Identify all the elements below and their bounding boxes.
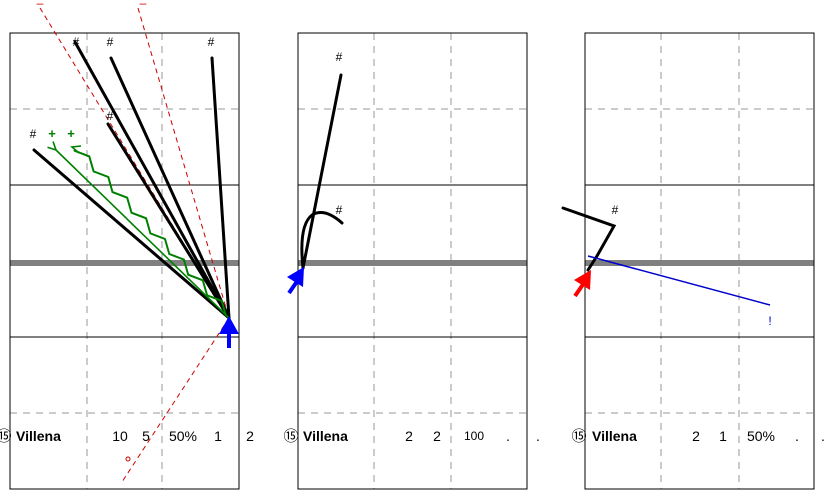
panel-3-value-2: 1 xyxy=(719,428,727,444)
panel-1-stats-row: ⑮ Villena 10 5 50% 1 2 xyxy=(0,428,254,445)
panel-2-team-name: Villena xyxy=(303,428,348,444)
panel-3-team-name: Villena xyxy=(592,428,637,444)
panel-1-mark-4: # xyxy=(107,109,114,123)
panel-1-mark-1: # xyxy=(73,35,80,49)
panel-3-value-3: 50% xyxy=(747,428,775,444)
panel-2-stats-row: ⑮ Villena 2 2 100 . . xyxy=(283,428,539,445)
panel-1-blue-arrow xyxy=(219,316,239,348)
panel-2-frame xyxy=(297,32,528,490)
panel-1-green-mark-1: + xyxy=(48,126,56,141)
panel-2-value-5: . xyxy=(536,428,540,444)
panel-3-value-4: . xyxy=(795,428,799,444)
panel-3-play-line xyxy=(561,206,617,272)
panel-1-green-zigzag-arrow xyxy=(73,149,227,317)
panel-2-mark-1: # xyxy=(336,50,343,64)
panel-1-value-2: 5 xyxy=(142,428,150,444)
panel-1-value-5: 2 xyxy=(246,428,254,444)
panel-3-blue-mark: ! xyxy=(768,314,771,328)
panel-1-value-3: 50% xyxy=(169,428,197,444)
panel-2-value-4: . xyxy=(506,428,510,444)
panel-3-blue-line xyxy=(587,255,771,306)
panel-2-value-2: 2 xyxy=(433,428,441,444)
panel-1-circled-number: ⑮ xyxy=(0,428,12,445)
panel-1-mark-2: # xyxy=(107,35,114,49)
panel-2-solid-lines xyxy=(298,184,527,338)
panel-2: # # ⑮ Villena 2 2 100 . . xyxy=(283,32,540,490)
panel-3-stats-row: ⑮ Villena 2 1 50% . . xyxy=(571,428,824,445)
panel-3-value-1: 2 xyxy=(692,428,700,444)
panel-1-green-mark-2: + xyxy=(67,126,75,141)
panel-1: – – # # # # # + + ⑮ Villena 10 xyxy=(0,0,254,490)
panel-1-green-arrow xyxy=(56,150,230,319)
panel-1-mark-3: # xyxy=(208,35,215,49)
panel-3-circled-number: ⑮ xyxy=(571,428,586,445)
panel-1-value-4: 1 xyxy=(214,428,222,444)
panel-1-red-mark-2: – xyxy=(140,0,147,10)
panel-2-circled-number: ⑮ xyxy=(283,428,298,445)
panel-1-value-1: 10 xyxy=(112,428,128,444)
panel-3-red-arrow xyxy=(573,270,591,298)
panel-2-mark-2: # xyxy=(336,203,343,217)
panel-3-solid-lines xyxy=(585,184,814,338)
panel-2-value-1: 2 xyxy=(405,428,413,444)
panel-2-play-lines xyxy=(300,73,344,270)
panel-1-solid-lines xyxy=(10,184,239,338)
panel-1-red-mark-1: – xyxy=(37,0,44,10)
panel-3: # ! ⑮ Villena 2 1 50% . . xyxy=(561,32,825,490)
panel-2-blue-arrow xyxy=(287,267,304,295)
panel-1-red-dashed xyxy=(39,7,230,483)
panel-1-play-lines xyxy=(32,40,231,320)
panel-3-frame xyxy=(584,32,815,490)
panel-3-value-5: . xyxy=(821,428,825,444)
panel-1-green-zigzag-head xyxy=(70,145,82,154)
panel-1-frame xyxy=(9,32,240,490)
panel-2-value-3: 100 xyxy=(464,429,484,443)
panel-3-mark-1: # xyxy=(612,203,619,217)
panel-1-team-name: Villena xyxy=(16,428,61,444)
panel-1-mark-5: # xyxy=(30,127,37,141)
panel-1-red-circle xyxy=(125,456,131,462)
